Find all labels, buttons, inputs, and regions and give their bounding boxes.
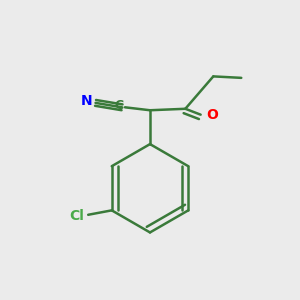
Text: Cl: Cl — [69, 209, 84, 223]
Text: O: O — [206, 108, 218, 122]
Text: C: C — [114, 99, 124, 112]
Text: N: N — [81, 94, 93, 108]
